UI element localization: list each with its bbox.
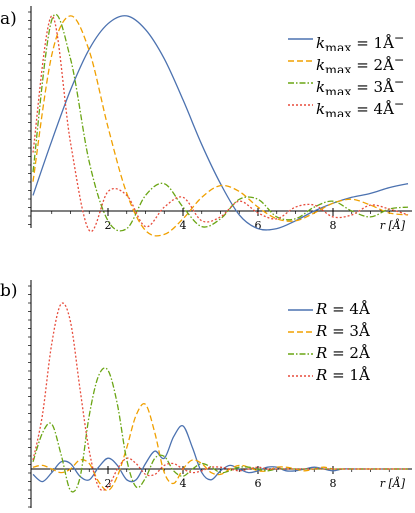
series-line-1 <box>32 424 408 483</box>
legend-label: kmax = 4Å− <box>316 96 405 117</box>
x-axis-label: r [Å] <box>380 218 406 232</box>
x-tick-label: 2 <box>105 219 112 232</box>
legend-entry: kmax = 2Å− <box>316 52 405 73</box>
legend-entry: R = 4Å <box>316 300 370 318</box>
legend-entry: kmax = 1Å− <box>316 30 405 51</box>
x-tick-label: 8 <box>330 477 337 490</box>
legend-label: kmax = 2Å− <box>316 52 405 73</box>
legend-entry: kmax = 3Å− <box>316 74 405 95</box>
series-line-1 <box>32 15 409 231</box>
series-line-4 <box>32 302 408 491</box>
panel-b: b) 2 4 6 8 r [Å] R = 4Å R = 3Å R = 2Å R = 1Å <box>0 280 412 508</box>
x-axis-label: r [Å] <box>380 476 406 490</box>
series-line-3 <box>32 13 409 232</box>
x-tick-label: 4 <box>180 477 187 490</box>
panel-a: a) 2 4 6 8 r [Å] kmax = 1Å−kmax = 2Å−kmax = 3Å… <box>0 6 412 237</box>
legend-entry: R = 2Å <box>316 344 370 362</box>
x-tick-label: 6 <box>255 219 262 232</box>
series-line-2 <box>32 403 408 492</box>
legend-entry: R = 1Å <box>316 366 370 384</box>
legend-label: R = 4Å <box>316 300 370 318</box>
x-tick-label: 6 <box>255 477 262 490</box>
x-tick-label: 4 <box>180 219 187 232</box>
x-tick-label: 8 <box>330 219 337 232</box>
legend-label: R = 1Å <box>316 366 370 384</box>
panel-label: a) <box>0 9 17 29</box>
legend-entry: kmax = 4Å− <box>316 96 405 117</box>
legend-label: kmax = 1Å− <box>316 30 405 51</box>
panel-label: b) <box>0 281 18 301</box>
legend: R = 4Å R = 3Å R = 2Å R = 1Å <box>288 300 370 384</box>
legend-label: R = 2Å <box>316 344 370 362</box>
legend-label: R = 3Å <box>316 322 370 340</box>
x-tick-label: 2 <box>105 477 112 490</box>
legend-entry: R = 3Å <box>316 322 370 340</box>
legend: kmax = 1Å−kmax = 2Å−kmax = 3Å−kmax = 4Å− <box>288 30 405 117</box>
legend-label: kmax = 3Å− <box>316 74 405 95</box>
